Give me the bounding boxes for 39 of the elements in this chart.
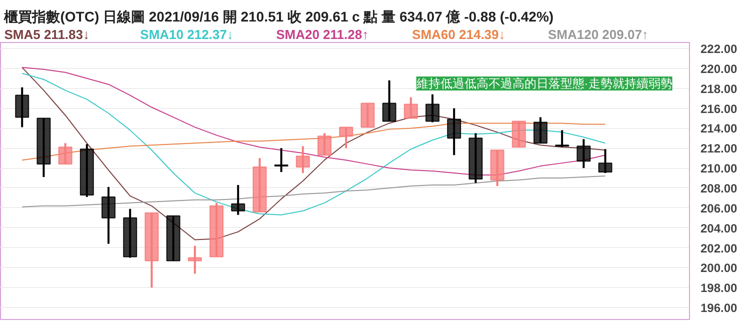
y-tick-label: 206.00 [700, 201, 738, 216]
y-tick-label: 198.00 [700, 281, 738, 296]
candlestick [15, 86, 30, 128]
candlestick [555, 129, 570, 148]
candlestick [576, 138, 591, 170]
y-tick-label: 210.00 [700, 162, 738, 176]
candlestick [231, 184, 246, 216]
y-tick-label: 204.00 [700, 221, 738, 236]
candlestick [404, 96, 418, 120]
y-tick-label: 202.00 [700, 241, 738, 256]
candlestick [382, 79, 396, 122]
y-tick-label: 222.00 [700, 42, 738, 56]
y-tick-label: 196.00 [700, 301, 738, 316]
chart-title: 櫃買指數(OTC) 日線圖 2021/09/16 開 210.51 收 209.61 c 點 量 634.07 億 -0.88 (-0.42%) [3, 8, 554, 24]
candlestick [274, 147, 288, 174]
candlestick [188, 244, 202, 275]
text: SMA10 212.37↓ [140, 27, 234, 42]
y-tick-label: 218.00 [700, 82, 738, 96]
candlestick [425, 93, 440, 124]
candlestick [296, 145, 310, 174]
text: SMA5 211.83↓ [4, 27, 90, 42]
y-tick-label: 200.00 [700, 261, 738, 276]
annotation: 維持低過低高不過高的日落型態·走勢就持續弱勢 [415, 76, 672, 90]
candlestick [598, 148, 612, 174]
y-tick-label: 214.00 [700, 122, 738, 136]
candlestick [58, 142, 72, 166]
text: SMA120 209.07↑ [548, 27, 648, 42]
y-tick-label: 220.00 [700, 62, 738, 76]
y-tick-label: 212.00 [700, 142, 738, 156]
candlestick [339, 126, 354, 150]
y-tick-label: 216.00 [700, 102, 738, 116]
y-tick-label: 208.00 [700, 181, 738, 196]
candlestick [102, 186, 116, 245]
text: SMA20 211.28↑ [276, 27, 369, 42]
candlestick [533, 116, 548, 144]
candlestick [447, 107, 462, 156]
candlestick [318, 132, 332, 156]
text: SMA60 214.39↓ [412, 27, 506, 42]
candlestick [360, 102, 375, 128]
